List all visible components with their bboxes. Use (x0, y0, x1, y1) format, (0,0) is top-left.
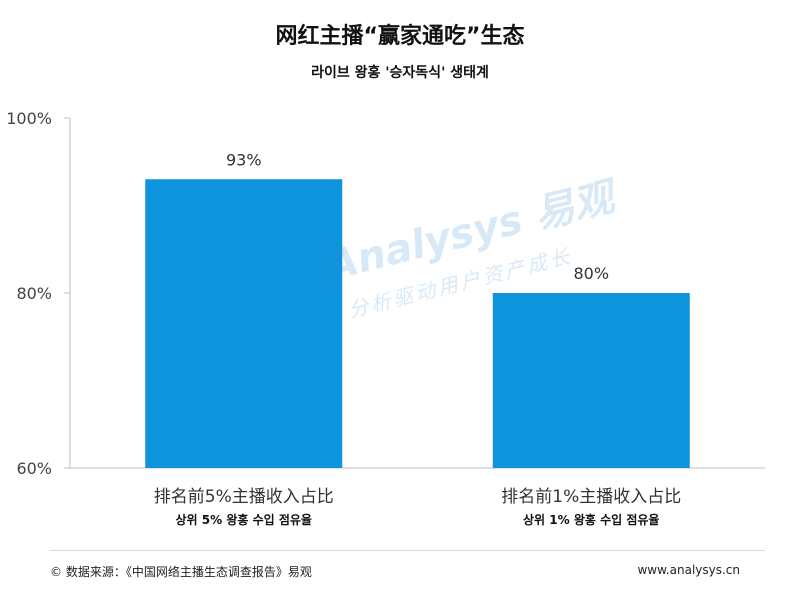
y-tick-label: 80% (16, 284, 52, 303)
category-label: 排名前1%主播收入占比 (501, 487, 681, 507)
category-label: 排名前5%主播收入占比 (154, 487, 334, 507)
data-label: 80% (573, 264, 609, 283)
chart-axes: 60% 80% 100% (6, 109, 765, 478)
website-link[interactable]: www.analysys.cn (637, 563, 740, 577)
bar (145, 179, 343, 468)
chart-title: 网红主播“赢家通吃”生态 (275, 24, 525, 49)
chart-subtitle: 라이브 왕홍 '승자독식' 생태계 (311, 65, 489, 81)
y-tick-label: 100% (6, 109, 52, 128)
data-source: © 数据来源：《中国网络主播生态调查报告》易观 (50, 565, 312, 579)
data-label: 93% (226, 150, 262, 169)
category-sublabel: 상위 1% 왕홍 수입 점유율 (523, 512, 659, 527)
chart-labels: 93% 排名前5%主播收入占比 상위 5% 왕홍 수입 점유율 80% 排名前1%主播收… (154, 150, 681, 527)
footer-divider (50, 550, 765, 551)
bar (492, 293, 690, 468)
chart-bars (145, 179, 690, 468)
category-sublabel: 상위 5% 왕홍 수입 점유율 (176, 512, 312, 527)
y-tick-label: 60% (16, 459, 52, 478)
